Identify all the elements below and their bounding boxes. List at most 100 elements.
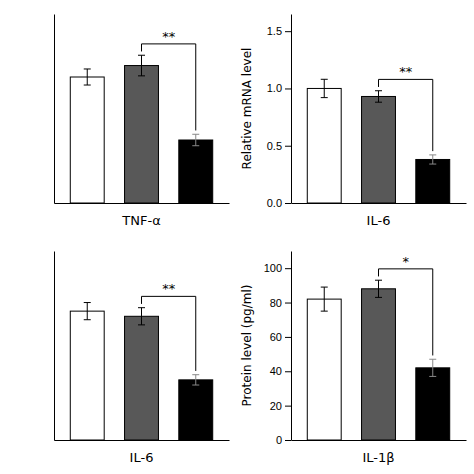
y-tick-label: 1.5: [267, 25, 282, 37]
error-bar-line: [192, 134, 199, 145]
y-axis-line: [54, 252, 55, 441]
error-bar: [138, 308, 145, 325]
x-axis: [55, 203, 230, 204]
sig-bracket: [142, 44, 196, 131]
y-tick-mark: [285, 303, 291, 304]
error-bar: [321, 287, 328, 311]
y-tick-label: 0: [276, 434, 282, 446]
sig-text: *: [402, 254, 409, 269]
error-bar-line: [429, 155, 436, 164]
bar: [362, 96, 396, 203]
error-bar: [138, 55, 145, 76]
bar: [362, 289, 396, 440]
x-axis-line: [292, 203, 467, 204]
error-bar: [84, 303, 91, 320]
y-tick: 20: [270, 400, 291, 412]
y-axis: [54, 15, 55, 204]
error-bar-line: [138, 55, 145, 76]
panel: ** IL-6: [55, 252, 230, 466]
x-axis-title: TNF-α: [121, 213, 160, 228]
bar: [179, 380, 213, 440]
panel: 020406080100*IL-1βProtein level (pg/ml): [240, 252, 467, 466]
y-axis-line: [54, 15, 55, 204]
error-bar-line: [84, 303, 91, 320]
error-bar-line: [138, 308, 145, 325]
sig-text: **: [399, 64, 413, 79]
y-tick: 40: [270, 365, 291, 377]
y-tick: 80: [270, 297, 291, 309]
error-bar: [321, 79, 328, 97]
y-axis-line: [291, 252, 292, 441]
y-axis-title: Protein level (pg/ml): [240, 285, 254, 407]
y-tick-label: 20: [270, 400, 282, 412]
x-axis-line: [55, 203, 230, 204]
plot-area: [307, 79, 449, 203]
y-tick: 1.5: [267, 25, 291, 37]
y-tick-mark: [285, 337, 291, 338]
error-bar: [375, 280, 382, 297]
y-axis: 0 20 40 60 80 100: [264, 252, 292, 447]
y-tick: 100: [264, 262, 291, 274]
y-tick-mark: [285, 440, 291, 441]
y-tick: 60: [270, 331, 291, 343]
error-bar-line: [321, 287, 328, 311]
panel: ** TNF-α: [55, 15, 230, 229]
y-tick-mark: [285, 203, 291, 204]
bar: [307, 299, 341, 440]
error-bar: [84, 69, 91, 85]
figure: ** TNF-α 0.0 0.5 1.0 1.5 ** IL-6 Relative mRNA l…: [0, 0, 474, 474]
x-axis: [292, 203, 467, 204]
error-bar-line: [321, 79, 328, 97]
error-bar: [429, 359, 436, 376]
plot-area: [70, 55, 212, 203]
bar: [179, 140, 213, 203]
bar: [70, 77, 104, 203]
sig-bracket: [379, 79, 433, 151]
sig-bracket: [379, 269, 433, 356]
error-bar: [429, 155, 436, 164]
y-tick-label: 0.5: [267, 140, 282, 152]
error-bar: [375, 91, 382, 102]
error-bar-line: [192, 375, 199, 385]
bar: [125, 316, 159, 440]
x-axis-title: IL-6: [130, 450, 154, 465]
y-tick-label: 100: [264, 262, 282, 274]
plot-area: [307, 280, 449, 440]
y-axis: [54, 252, 55, 441]
y-tick-label: 60: [270, 331, 282, 343]
error-bar-line: [429, 359, 436, 376]
y-tick-mark: [285, 406, 291, 407]
y-tick-label: 80: [270, 297, 282, 309]
y-tick-mark: [285, 146, 291, 147]
x-axis-title: IL-6: [367, 213, 391, 228]
error-bar-line: [375, 91, 382, 102]
x-axis-line: [292, 440, 467, 441]
y-tick-label: 0.0: [267, 197, 282, 209]
sig-text: **: [162, 29, 176, 44]
sig-bracket: [142, 296, 196, 371]
y-tick-mark: [285, 371, 291, 372]
bar: [416, 159, 450, 203]
y-tick: 0.0: [267, 197, 291, 209]
y-tick: 0.5: [267, 140, 291, 152]
panel: 0.0 0.5 1.0 1.5 ** IL-6 Relative mRNA level: [240, 15, 467, 229]
x-axis: [55, 440, 230, 441]
y-tick-mark: [285, 88, 291, 89]
y-axis: 0.0 0.5 1.0 1.5: [267, 15, 292, 210]
bar: [125, 66, 159, 203]
y-tick: 0: [276, 434, 291, 446]
y-tick-mark: [285, 268, 291, 269]
bar: [70, 311, 104, 440]
y-tick: 1.0: [267, 82, 291, 94]
y-tick-label: 1.0: [267, 82, 282, 94]
error-bar-line: [375, 280, 382, 297]
plot-area: [70, 303, 212, 440]
error-bar-line: [84, 69, 91, 85]
bar: [307, 88, 341, 203]
y-tick-mark: [285, 31, 291, 32]
x-axis: [292, 440, 467, 441]
sig-text: **: [162, 281, 176, 296]
y-axis-line: [291, 15, 292, 204]
y-axis-title: Relative mRNA level: [240, 48, 254, 170]
error-bar: [192, 134, 199, 145]
